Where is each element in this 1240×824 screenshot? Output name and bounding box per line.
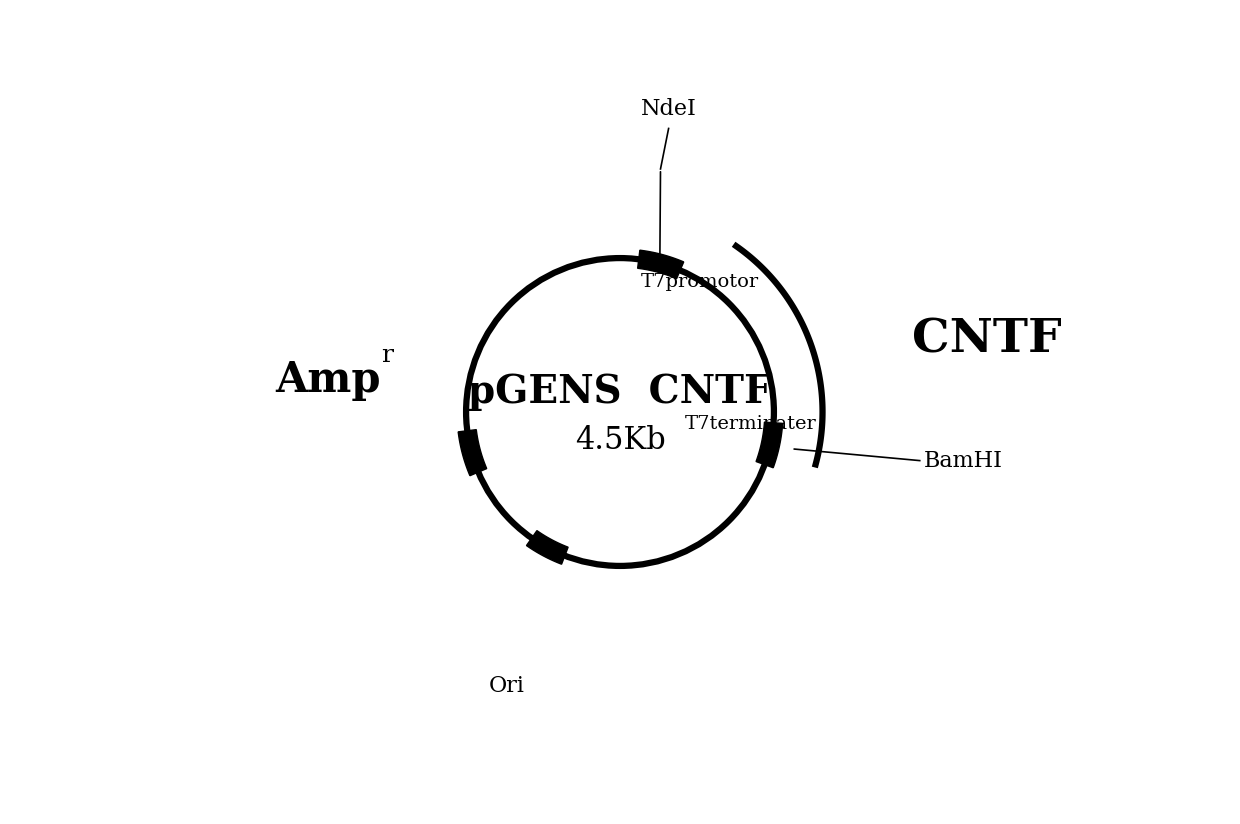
Text: BamHI: BamHI xyxy=(924,450,1003,471)
Text: T7promotor: T7promotor xyxy=(640,274,759,292)
Polygon shape xyxy=(756,422,782,468)
Polygon shape xyxy=(459,429,487,475)
Text: T7terminater: T7terminater xyxy=(684,415,817,433)
Polygon shape xyxy=(637,250,683,279)
Text: pGENS  CNTF: pGENS CNTF xyxy=(469,372,771,410)
Polygon shape xyxy=(527,531,568,564)
Text: 4.5Kb: 4.5Kb xyxy=(574,425,666,456)
Text: Amp: Amp xyxy=(275,358,381,400)
Text: r: r xyxy=(381,344,393,367)
Text: Ori: Ori xyxy=(489,676,525,697)
Text: NdeI: NdeI xyxy=(641,98,697,120)
Text: CNTF: CNTF xyxy=(911,316,1061,362)
